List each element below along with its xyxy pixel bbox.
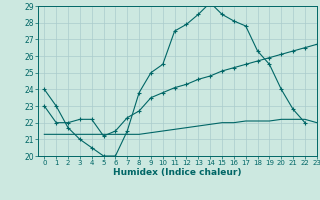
X-axis label: Humidex (Indice chaleur): Humidex (Indice chaleur) (113, 168, 242, 177)
